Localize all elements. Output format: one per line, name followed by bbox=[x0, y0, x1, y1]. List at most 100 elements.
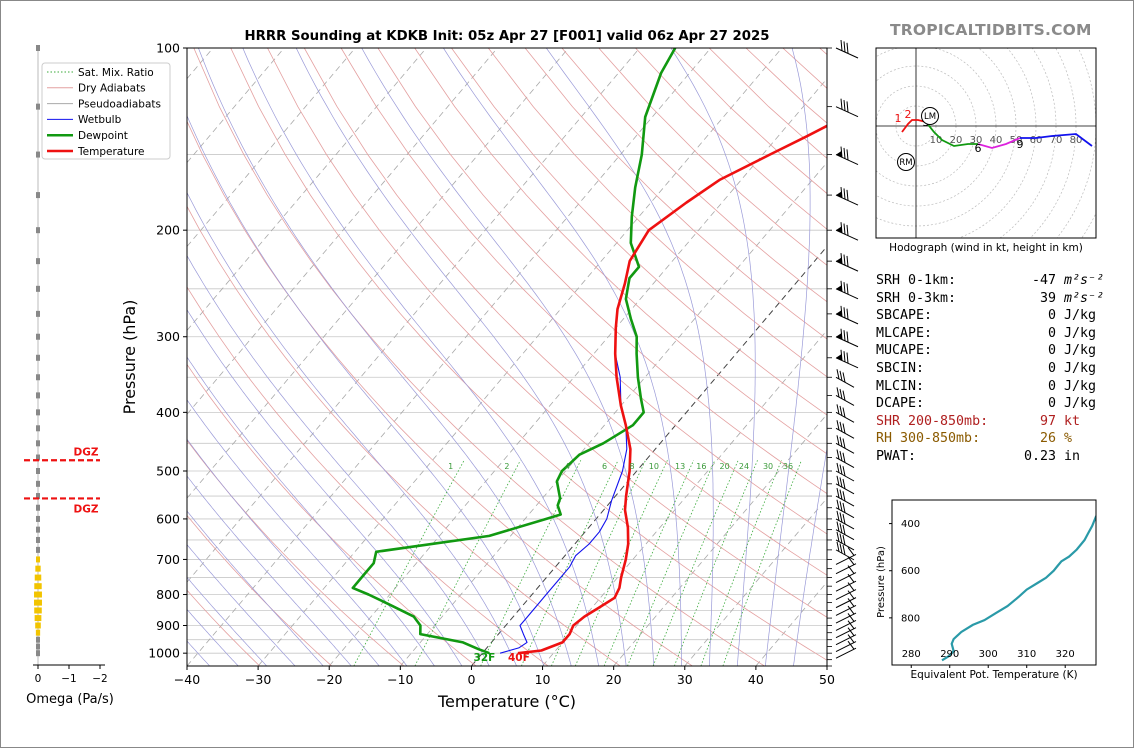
pseudoadiabat bbox=[793, 446, 827, 666]
wind-barb bbox=[835, 387, 855, 406]
isotherm bbox=[471, 245, 827, 666]
barb-feather bbox=[840, 305, 843, 317]
barb-feather bbox=[847, 565, 855, 574]
barb-feather bbox=[836, 404, 840, 415]
barb-staff bbox=[835, 47, 859, 59]
wind-barb bbox=[835, 420, 855, 439]
barb-pennant bbox=[836, 191, 842, 199]
wind-barb bbox=[835, 499, 855, 519]
hodograph-height-label: 6 bbox=[975, 142, 982, 155]
omega-bar bbox=[36, 310, 40, 317]
barb-feather bbox=[842, 524, 846, 535]
hodograph-height-label: 1 bbox=[895, 112, 902, 125]
param-unit: J/kg bbox=[1064, 308, 1097, 324]
barb-feather bbox=[847, 598, 855, 607]
param-unit: m²s⁻² bbox=[1064, 290, 1105, 306]
isotherm bbox=[542, 329, 827, 666]
dry-adiabat bbox=[524, 48, 827, 340]
omega-panel: DGZ DGZ 0 −1 −2 bbox=[24, 45, 108, 685]
param-row: SBCAPE: 0 J/kg bbox=[876, 307, 1106, 325]
surface-temperature-label: 40F bbox=[508, 652, 530, 664]
wind-barb bbox=[835, 531, 855, 551]
barb-feather bbox=[846, 224, 849, 236]
hodograph-frame bbox=[875, 47, 1097, 239]
param-unit: m²s⁻² bbox=[1064, 273, 1105, 288]
y-tick-label: 900 bbox=[156, 618, 180, 633]
omega-bar bbox=[36, 504, 40, 511]
hodograph-tick-label: 30 bbox=[970, 135, 983, 146]
mixing-ratio-label: 20 bbox=[720, 462, 730, 471]
barb-feather bbox=[842, 423, 846, 434]
wind-barb bbox=[835, 435, 855, 454]
barb-feather bbox=[839, 512, 843, 523]
chart-title: HRRR Sounding at KDKB Init: 05z Apr 27 [… bbox=[245, 29, 770, 44]
legend-label: Sat. Mix. Ratio bbox=[78, 67, 154, 79]
pseudoadiabat bbox=[187, 438, 380, 666]
x-tick-label: 50 bbox=[819, 672, 835, 687]
skewt-traces bbox=[351, 48, 827, 655]
wind-barb bbox=[835, 605, 857, 624]
omega-bar bbox=[36, 493, 40, 500]
barb-pennant bbox=[836, 226, 842, 234]
wind-barb bbox=[835, 280, 859, 300]
param-unit: J/kg bbox=[1064, 360, 1097, 376]
wind-barb bbox=[835, 449, 855, 468]
mixing-ratio-label: 6 bbox=[602, 462, 607, 471]
mixing-ratio-label: 4 bbox=[565, 462, 570, 471]
mixing-ratio-label: 2 bbox=[504, 462, 509, 471]
pseudoadiabat bbox=[242, 48, 600, 666]
isotherm bbox=[187, 48, 498, 415]
y-tick-label: 500 bbox=[156, 464, 180, 479]
omega-bar bbox=[35, 629, 41, 636]
pseudoadiabat bbox=[187, 191, 517, 666]
barb-feather bbox=[840, 222, 843, 233]
y-tick-label: 300 bbox=[156, 329, 180, 344]
param-unit: J/kg bbox=[1064, 325, 1097, 341]
theta-e-frame bbox=[891, 499, 1097, 666]
omega-bar bbox=[36, 643, 40, 650]
sounding-parameters: SRH 0-1km: -47 m²s⁻² SRH 0-3km: 39 m²s⁻² SBCAP… bbox=[876, 272, 1106, 466]
param-value: 39 bbox=[1039, 290, 1056, 306]
hodograph-tick-label: 10 bbox=[930, 135, 943, 146]
dry-adiabat bbox=[187, 589, 260, 666]
wind-barb bbox=[835, 98, 859, 118]
wind-barb bbox=[835, 634, 857, 652]
dry-adiabat bbox=[187, 286, 549, 666]
wind-barb bbox=[835, 305, 859, 325]
mixing-ratio-line bbox=[627, 460, 716, 666]
mixing-ratio-label: 30 bbox=[763, 462, 773, 471]
legend-label: Dewpoint bbox=[78, 130, 128, 142]
y-tick-label: 100 bbox=[156, 41, 180, 56]
mixing-ratio-label: 36 bbox=[783, 462, 793, 471]
barb-feather bbox=[843, 100, 846, 111]
y-tick-label: 700 bbox=[156, 552, 180, 567]
omega-bar bbox=[36, 354, 40, 361]
barb-feather bbox=[843, 351, 846, 362]
barb-feather bbox=[843, 282, 846, 293]
mixing-ratio-label: 24 bbox=[739, 462, 749, 471]
barb-feather bbox=[836, 510, 840, 521]
legend-label: Pseudoadiabats bbox=[78, 98, 161, 110]
dry-adiabat bbox=[340, 48, 827, 535]
barb-feather bbox=[836, 499, 840, 510]
barb-feather bbox=[839, 501, 843, 512]
barb-feather bbox=[847, 640, 855, 650]
omega-bar bbox=[36, 636, 40, 643]
param-value: 0 bbox=[1047, 343, 1056, 359]
x-tick-label: 30 bbox=[677, 672, 693, 687]
dry-adiabat bbox=[487, 48, 827, 378]
barb-feather bbox=[840, 98, 843, 110]
wind-barb bbox=[835, 521, 855, 541]
wind-barb bbox=[835, 620, 857, 639]
barb-feather bbox=[847, 613, 855, 622]
barb-feather bbox=[847, 590, 855, 599]
omega-bar bbox=[36, 556, 40, 563]
barb-feather bbox=[840, 328, 843, 340]
wind-barb bbox=[835, 487, 855, 507]
param-value: 0 bbox=[1047, 308, 1056, 324]
barb-feather bbox=[836, 475, 840, 486]
theta-e-line bbox=[941, 514, 1096, 662]
pseudoadiabat bbox=[443, 48, 682, 666]
pseudoadiabat bbox=[546, 48, 714, 666]
barb-feather bbox=[839, 370, 843, 381]
